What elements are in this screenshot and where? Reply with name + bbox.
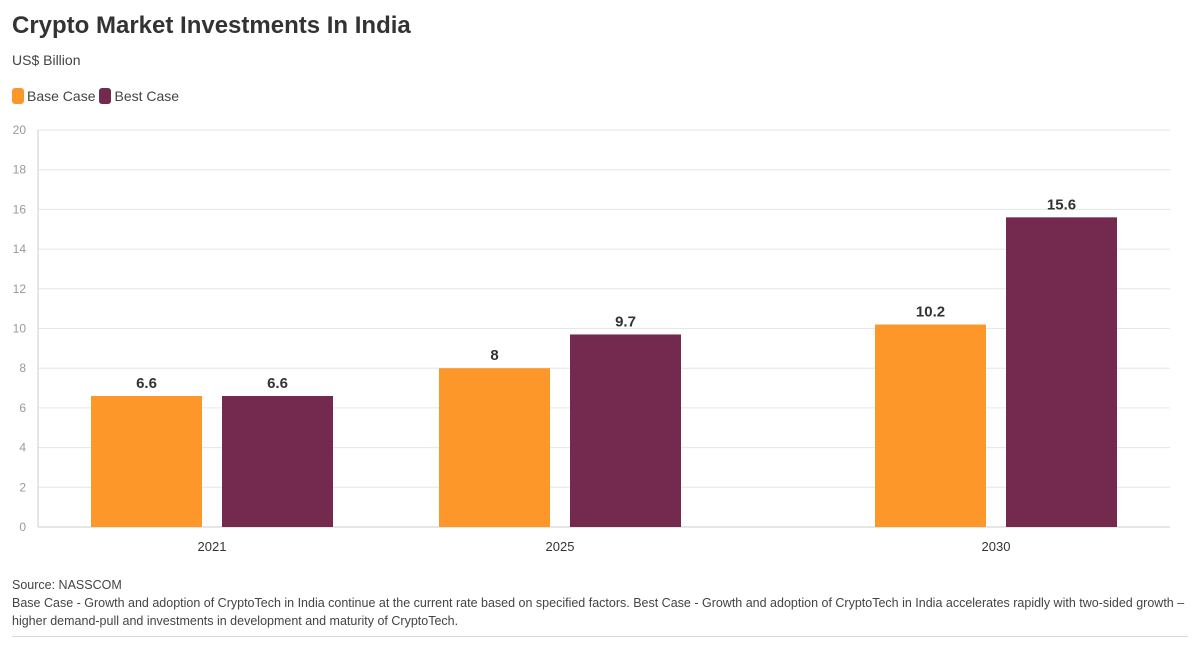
case-definitions-note: Base Case - Growth and adoption of Crypt… (12, 596, 1185, 628)
data-label: 10.2 (916, 304, 945, 321)
bar-chart: 0 2 4 6 8 10 12 14 16 18 20 6.6 6.6 2021 8 9.7 2025 10.2 1… (13, 123, 1170, 554)
y-tick-label: 6 (19, 401, 26, 415)
legend-label-best-case: Best Case (114, 88, 180, 104)
bar-best-case-2025 (570, 334, 681, 527)
legend-item-best-case[interactable]: Best Case (99, 88, 179, 104)
y-tick-label: 12 (13, 282, 27, 296)
y-tick-label: 4 (19, 441, 26, 455)
chart-subtitle: US$ Billion (12, 52, 81, 68)
legend-swatch-best-case (99, 88, 112, 104)
data-label: 9.7 (615, 313, 636, 330)
bar-base-case-2021 (91, 395, 202, 527)
source-note: Source: NASSCOM (12, 578, 122, 592)
footer: Source: NASSCOM Base Case - Growth and a… (12, 576, 1188, 630)
bar-base-case-2025 (439, 368, 550, 527)
data-label: 6.6 (267, 375, 288, 392)
y-tick-label: 16 (13, 202, 27, 216)
y-tick-label: 14 (13, 242, 27, 256)
y-tick-label: 18 (13, 163, 27, 177)
data-label: 8 (490, 347, 498, 364)
bar-base-case-2030 (875, 324, 986, 527)
x-tick-label: 2030 (982, 539, 1011, 554)
data-label: 15.6 (1047, 196, 1076, 213)
bar-best-case-2030 (1006, 217, 1117, 527)
x-tick-label: 2025 (546, 539, 575, 554)
y-tick-label: 8 (19, 361, 26, 375)
y-tick-label: 10 (13, 322, 27, 336)
legend-label-base-case: Base Case (27, 88, 96, 104)
data-label: 6.6 (136, 375, 157, 392)
legend-swatch-base-case (12, 88, 24, 104)
bar-best-case-2021 (222, 395, 333, 527)
footer-divider (12, 636, 1188, 637)
x-tick-label: 2021 (198, 539, 227, 554)
legend-item-base-case[interactable]: Base Case (12, 88, 95, 104)
y-tick-label: 20 (13, 123, 27, 137)
y-tick-label: 2 (19, 480, 26, 494)
legend: Base Case Best Case (12, 88, 183, 104)
chart-title: Crypto Market Investments In India (12, 12, 411, 39)
y-tick-label: 0 (19, 520, 26, 534)
